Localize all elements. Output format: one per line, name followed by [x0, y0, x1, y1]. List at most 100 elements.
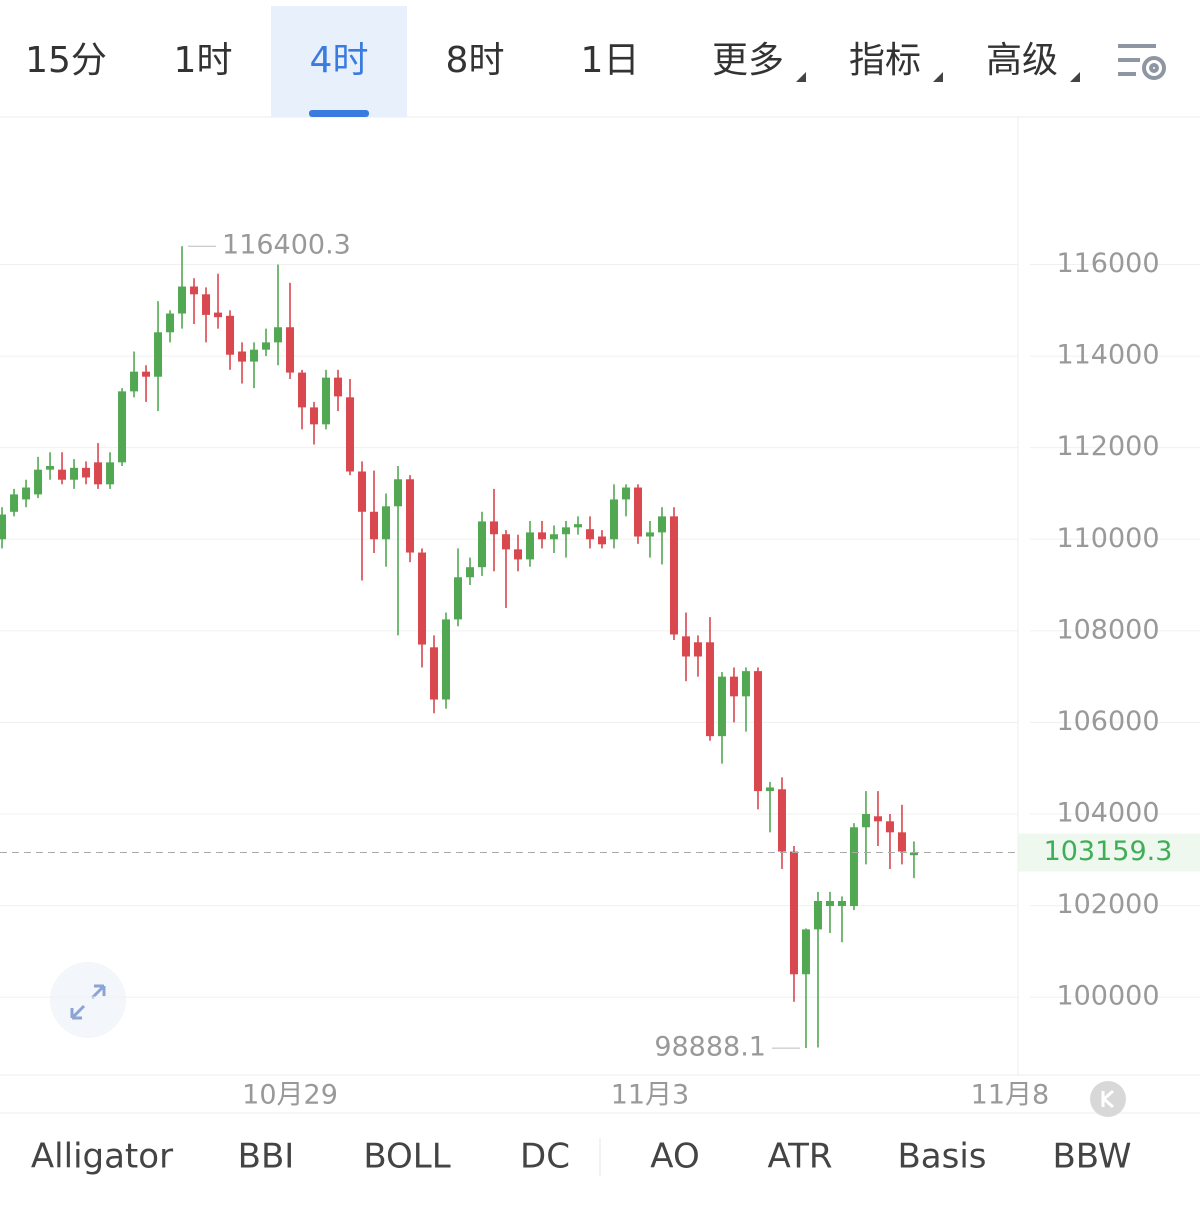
indicator[interactable]: BBW	[1052, 1137, 1131, 1177]
candle-body	[34, 469, 43, 495]
candle-body	[897, 832, 906, 852]
expand-bg	[50, 962, 126, 1038]
indicator[interactable]: BOLL	[363, 1137, 450, 1177]
candle-body	[693, 642, 702, 657]
active-tab-indicator	[309, 110, 369, 117]
candle-body	[322, 377, 331, 425]
candle-body	[142, 371, 151, 377]
candle-body	[46, 466, 55, 470]
candle-body	[262, 342, 271, 350]
y-tick-label: 108000	[1056, 614, 1159, 645]
candle-body	[753, 671, 762, 792]
logo	[1090, 1081, 1126, 1117]
candle-body	[873, 816, 882, 822]
tab[interactable]: 8时	[446, 40, 505, 81]
candle-body	[621, 487, 630, 500]
candle-body	[909, 852, 918, 856]
menu[interactable]: 更多	[712, 40, 784, 81]
candle-body	[166, 313, 175, 333]
candle-body	[561, 527, 570, 535]
candle-body	[777, 789, 786, 852]
candle-body	[70, 467, 79, 480]
icon-gear-hole	[1149, 63, 1159, 73]
candle-body	[358, 471, 367, 512]
candle-body	[669, 516, 678, 635]
settings-icon[interactable]	[1118, 44, 1166, 80]
active-tab-bg	[271, 6, 407, 117]
candle-body	[825, 901, 834, 907]
candle-body	[765, 787, 774, 792]
max-label: 116400.3	[222, 230, 351, 261]
tab[interactable]: 1时	[174, 40, 233, 81]
candle-body	[250, 349, 259, 362]
menu[interactable]: 指标	[849, 40, 921, 81]
candle-body	[513, 549, 522, 560]
indicator[interactable]: Alligator	[31, 1137, 173, 1177]
candle-body	[490, 521, 499, 535]
indicator[interactable]: Basis	[897, 1137, 986, 1177]
candle-body	[573, 524, 582, 528]
indicator[interactable]: ATR	[767, 1137, 832, 1177]
candle-body	[22, 487, 31, 500]
candle-body	[681, 636, 690, 657]
x-tick-label: 11月8	[971, 1080, 1050, 1111]
candle-body	[597, 536, 606, 545]
menu[interactable]: 高级	[986, 40, 1058, 81]
candle-body	[334, 377, 343, 397]
candle-body	[310, 407, 319, 425]
x-tick-label: 10月29	[242, 1080, 338, 1111]
candle-body	[406, 479, 415, 553]
candle-body	[585, 529, 594, 540]
candle-body	[154, 332, 163, 377]
candle-body	[549, 534, 558, 540]
tab[interactable]: 15分	[25, 40, 107, 81]
candle-body	[741, 671, 750, 697]
candle-body	[346, 397, 355, 472]
min-label: 98888.1	[654, 1032, 766, 1063]
y-tick-label: 106000	[1056, 706, 1159, 737]
menu-caret	[933, 72, 943, 82]
toolbar	[0, 0, 1200, 117]
tab[interactable]: 4时	[310, 40, 369, 81]
candle-body	[118, 391, 127, 463]
candle-body	[10, 494, 19, 512]
indicator[interactable]: AO	[650, 1137, 699, 1177]
x-tick-label: 11月3	[611, 1080, 690, 1111]
candle-body	[633, 487, 642, 537]
candle-body	[861, 814, 870, 828]
candle-body	[609, 499, 618, 540]
indicator[interactable]: DC	[520, 1137, 570, 1177]
candle-body	[214, 312, 223, 318]
expand-arrows	[70, 984, 106, 1020]
candle-body	[717, 676, 726, 737]
candle-body	[382, 506, 391, 540]
y-tick-label: 116000	[1056, 248, 1159, 279]
candle-body	[837, 901, 846, 907]
tab[interactable]: 1日	[581, 40, 640, 81]
candle-body	[502, 534, 511, 550]
candle-body	[729, 676, 738, 697]
candle-body	[801, 929, 810, 975]
y-tick-label: 102000	[1056, 889, 1159, 920]
last-price-label: 103159.3	[1044, 836, 1173, 867]
candle-body	[537, 532, 546, 540]
candle-body	[178, 286, 187, 314]
candle-body	[94, 462, 103, 485]
candle-body	[849, 827, 858, 907]
candle-body	[286, 327, 295, 373]
menu-caret	[796, 72, 806, 82]
candle-body	[226, 315, 235, 355]
candle-body	[0, 514, 7, 540]
candle-body	[82, 467, 91, 478]
candle-body	[274, 327, 283, 343]
candle-body	[478, 521, 487, 568]
y-tick-label: 112000	[1056, 431, 1159, 462]
candle-body	[442, 619, 451, 700]
candle-body	[813, 901, 822, 930]
candle-body	[789, 851, 798, 975]
candle-body	[525, 532, 534, 560]
expand-button[interactable]	[50, 962, 126, 1038]
indicator[interactable]: BBI	[238, 1137, 295, 1177]
last-price-bg	[1018, 833, 1200, 872]
candle-body	[238, 351, 247, 362]
